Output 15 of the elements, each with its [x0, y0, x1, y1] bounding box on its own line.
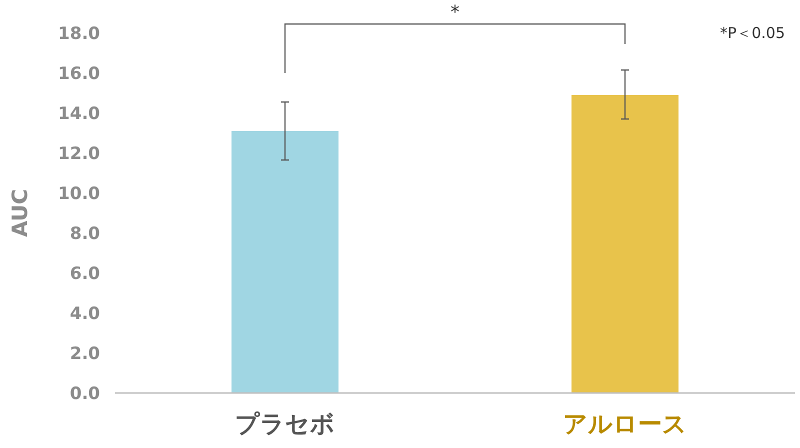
y-tick-label: 8.0 [70, 224, 100, 244]
y-tick-label: 16.0 [58, 64, 100, 84]
y-tick-label: 12.0 [58, 144, 100, 164]
y-tick-label: 4.0 [70, 304, 100, 324]
picture-significance-bracket: * [284, 2, 626, 73]
y-tick-label: 10.0 [58, 184, 100, 204]
y-tick-label: 14.0 [58, 104, 100, 124]
y-tick-label: 18.0 [58, 24, 100, 44]
y-axis-title: AUC [8, 188, 32, 238]
y-tick-label: 0.0 [70, 384, 100, 404]
x-tick-label: プラセボ [235, 410, 335, 438]
x-tick-label: アルロース [563, 410, 687, 438]
annotation: *P＜0.05 [720, 24, 785, 42]
y-tick-label: 6.0 [70, 264, 100, 284]
y-tick-label: 2.0 [70, 344, 100, 364]
